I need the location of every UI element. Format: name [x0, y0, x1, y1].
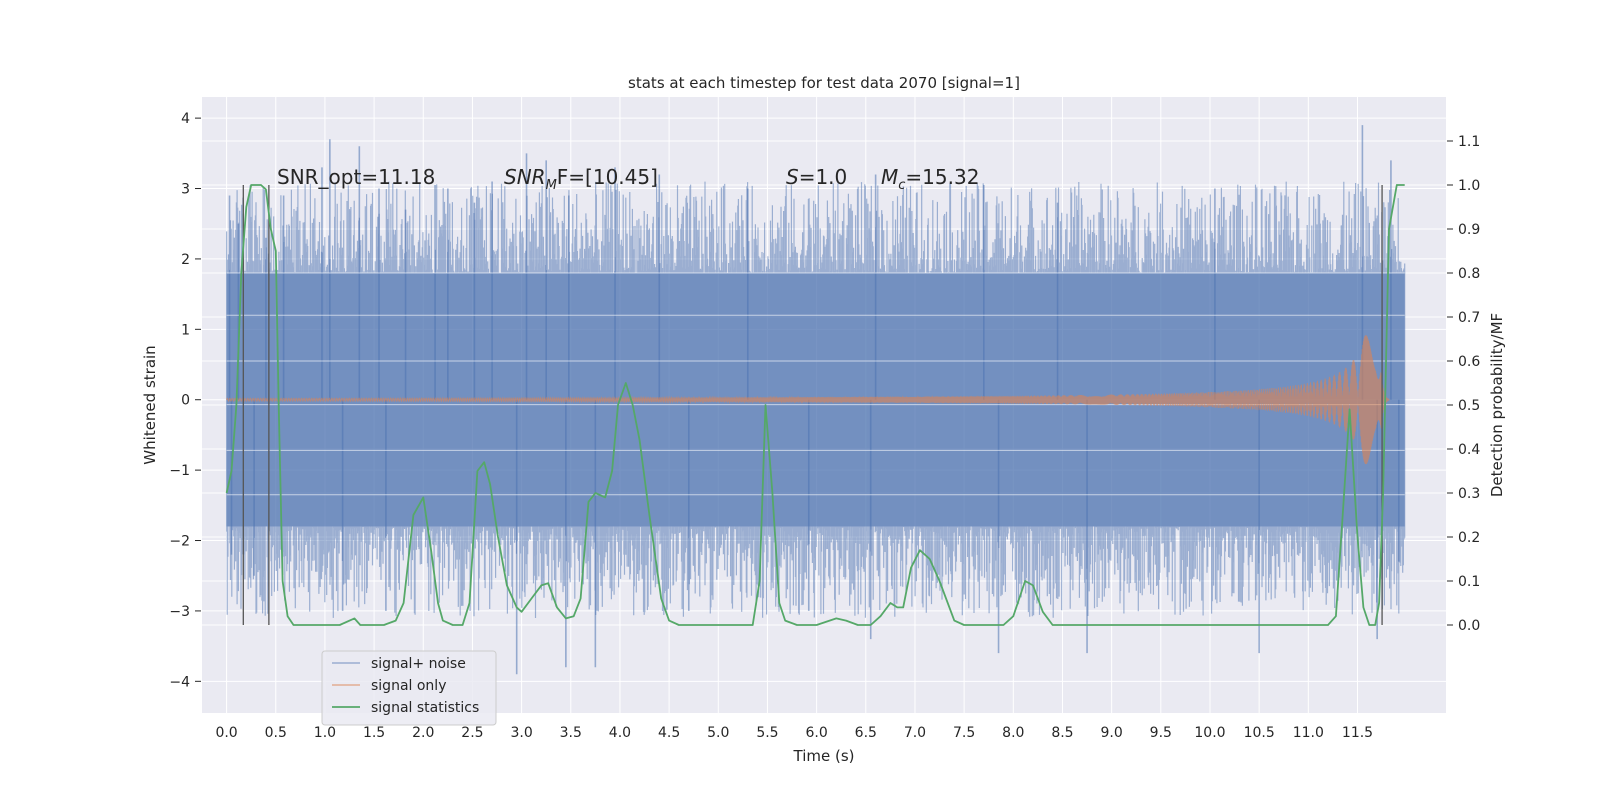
- y-tick-label: −1: [169, 463, 190, 479]
- mc-sub: c: [898, 178, 905, 193]
- x-tick-label: 0.5: [265, 725, 287, 741]
- annotation-s: S=1.0: [786, 165, 847, 189]
- x-tick-label: 4.0: [609, 725, 631, 741]
- chart-title: stats at each timestep for test data 207…: [628, 74, 1020, 92]
- x-tick-label: 3.5: [560, 725, 582, 741]
- legend-label-signal-noise: signal+ noise: [371, 656, 466, 672]
- y2-tick-label: 0.2: [1458, 530, 1480, 546]
- x-tick-label: 2.0: [412, 725, 434, 741]
- x-tick-label: 6.5: [855, 725, 877, 741]
- signal-statistics-line: [225, 184, 1405, 626]
- annotation-snr-opt: SNR_opt=11.18: [277, 165, 435, 189]
- y2-axis-label: Detection probability/MF: [1488, 313, 1506, 497]
- y2-tick-label: 0.5: [1458, 398, 1480, 414]
- x-tick-label: 10.0: [1194, 725, 1225, 741]
- y-tick-label: −4: [169, 674, 190, 690]
- y-tick-label: −3: [169, 604, 190, 620]
- axis-ticks: 0.0 0.5 1.0 1.5 2.0 2.5 3.0 3.5 4.0 4.5 5.0 5.5 6.0 6…: [169, 111, 1480, 741]
- mc-value: =15.32: [905, 165, 979, 189]
- x-tick-label: 8.5: [1051, 725, 1073, 741]
- x-tick-label: 1.0: [314, 725, 336, 741]
- series-signal-only: [226, 335, 1390, 465]
- y2-tick-label: 0.4: [1458, 442, 1480, 458]
- y-tick-label: 4: [181, 111, 190, 127]
- x-tick-label: 5.0: [707, 725, 729, 741]
- y-tick-label: −2: [169, 534, 190, 550]
- x-tick-label: 4.5: [658, 725, 680, 741]
- y2-tick-label: 0.0: [1458, 618, 1480, 634]
- snr-mf-tail: F=[10.45]: [557, 165, 658, 189]
- y-tick-label: 0: [181, 393, 190, 409]
- annotation-mc: Mc=15.32: [881, 165, 979, 193]
- signal-only-line: [226, 335, 1390, 465]
- y-tick-label: 1: [181, 322, 190, 338]
- y2-tick-label: 0.8: [1458, 266, 1480, 282]
- y2-tick-label: 1.1: [1458, 134, 1480, 150]
- y2-tick-label: 0.7: [1458, 310, 1480, 326]
- y-tick-label: 2: [181, 252, 190, 268]
- s-base: S: [786, 165, 799, 189]
- legend-label-signal-statistics: signal statistics: [371, 700, 479, 716]
- x-tick-label: 8.0: [1002, 725, 1024, 741]
- s-value: =1.0: [799, 165, 848, 189]
- y2-tick-label: 1.0: [1458, 178, 1480, 194]
- x-tick-label: 1.5: [363, 725, 385, 741]
- y-tick-label: 3: [181, 182, 190, 198]
- x-tick-label: 10.5: [1244, 725, 1275, 741]
- y2-tick-label: 0.6: [1458, 354, 1480, 370]
- x-axis-label: Time (s): [793, 747, 855, 765]
- x-tick-label: 7.0: [904, 725, 926, 741]
- x-tick-label: 3.0: [510, 725, 532, 741]
- annotation-snr-mf: SNRMF=[10.45]: [504, 165, 658, 193]
- x-tick-label: 9.5: [1150, 725, 1172, 741]
- annotations: SNR_opt=11.18 SNRMF=[10.45] S=1.0 Mc=15.…: [277, 165, 979, 193]
- x-tick-label: 6.0: [805, 725, 827, 741]
- x-tick-label: 7.5: [953, 725, 975, 741]
- x-tick-label: 11.5: [1342, 725, 1373, 741]
- mc-base: M: [881, 165, 898, 189]
- legend: signal+ noise signal only signal statist…: [321, 650, 497, 726]
- x-tick-label: 0.0: [215, 725, 237, 741]
- legend-box: [321, 650, 497, 726]
- x-tick-label: 5.5: [756, 725, 778, 741]
- y-axis-label: Whitened strain: [141, 345, 159, 464]
- series-signal-statistics: [225, 184, 1405, 626]
- x-tick-label: 11.0: [1293, 725, 1324, 741]
- y2-tick-label: 0.3: [1458, 486, 1480, 502]
- legend-label-signal-only: signal only: [371, 678, 446, 694]
- snr-mf-base: SNR: [504, 165, 546, 189]
- x-tick-label: 9.0: [1101, 725, 1123, 741]
- snr-mf-sub: M: [546, 178, 557, 193]
- y2-tick-label: 0.9: [1458, 222, 1480, 238]
- x-tick-label: 2.5: [461, 725, 483, 741]
- y2-tick-label: 0.1: [1458, 574, 1480, 590]
